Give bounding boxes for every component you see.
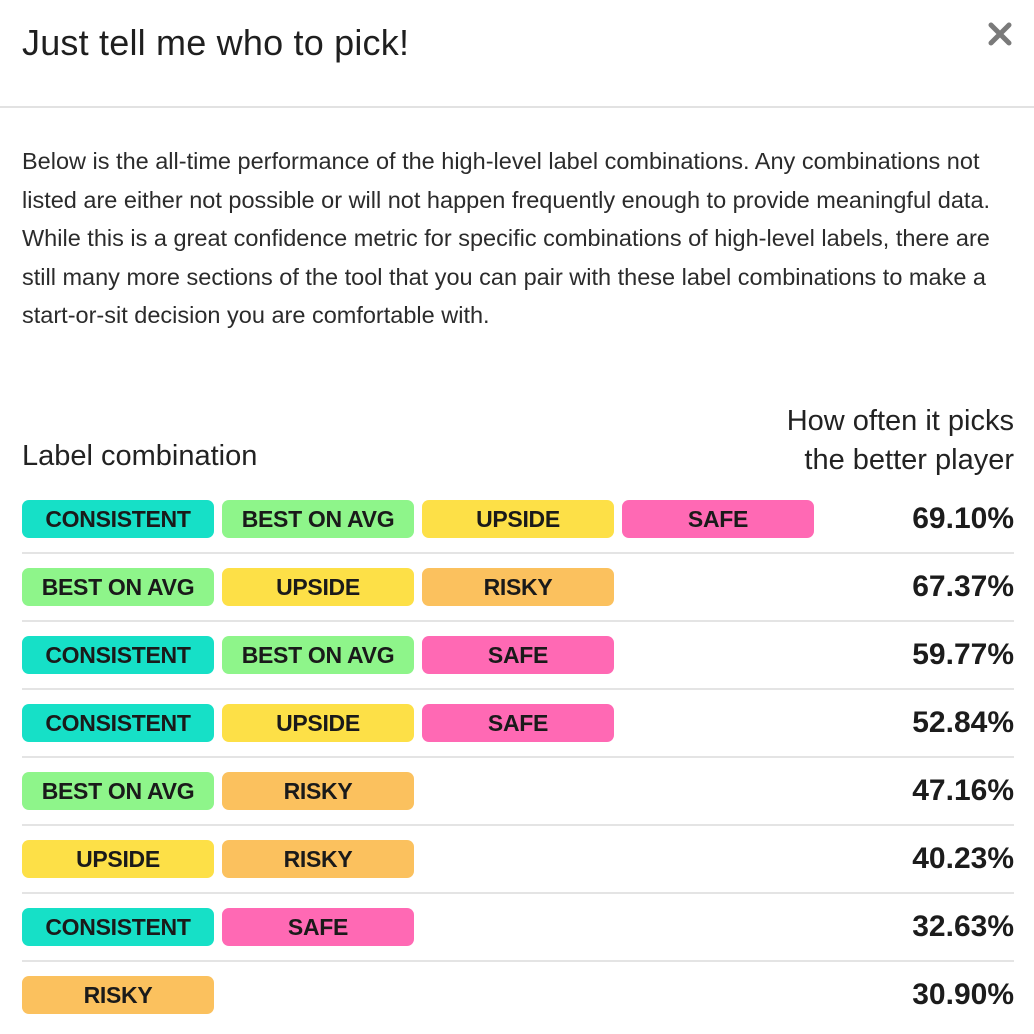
pick-rate-header-line2: the better player [804,444,1014,476]
pick-rate-value: 32.63% [912,910,1014,943]
label-tag-upside: UPSIDE [422,500,614,538]
label-tag-consistent: CONSISTENT [22,908,214,946]
pick-rate-value: 69.10% [912,502,1014,535]
label-tag-risky: RISKY [222,772,414,810]
pick-rate-value: 30.90% [912,978,1014,1011]
row-divider [22,756,1014,758]
modal-header: Just tell me who to pick! [0,0,1034,108]
modal-title: Just tell me who to pick! [22,22,410,63]
pick-rate-value: 59.77% [912,638,1014,671]
row-divider [22,960,1014,962]
label-tag-best-on-avg: BEST ON AVG [222,636,414,674]
table-row: RISKY 30.90% [0,962,1034,1030]
label-tag-upside: UPSIDE [222,568,414,606]
pick-rate-header: How often it picks the better player [694,402,1014,480]
pick-rate-header-line1: How often it picks [786,405,1014,437]
close-icon [988,22,1012,46]
label-tag-safe: SAFE [422,636,614,674]
modal-description: Below is the all-time performance of the… [22,148,991,328]
label-tag-risky: RISKY [422,568,614,606]
label-tag-best-on-avg: BEST ON AVG [22,568,214,606]
pick-rate-value: 40.23% [912,842,1014,875]
label-combination-header: Label combination [22,440,258,472]
row-divider [22,892,1014,894]
pick-rate-value: 52.84% [912,706,1014,739]
label-tag-consistent: CONSISTENT [22,636,214,674]
table-row: UPSIDE RISKY 40.23% [0,826,1034,894]
close-button[interactable] [986,20,1014,48]
table-row: CONSISTENT BEST ON AVG UPSIDE SAFE 69.10% [0,486,1034,554]
label-tag-safe: SAFE [422,704,614,742]
label-tag-upside: UPSIDE [222,704,414,742]
label-tag-risky: RISKY [222,840,414,878]
table-row: BEST ON AVG RISKY 47.16% [0,758,1034,826]
label-tag-consistent: CONSISTENT [22,500,214,538]
pick-rate-value: 67.37% [912,570,1014,603]
row-divider [22,620,1014,622]
label-tag-risky: RISKY [22,976,214,1014]
table-row: CONSISTENT SAFE 32.63% [0,894,1034,962]
row-divider [22,688,1014,690]
row-divider [22,824,1014,826]
label-tag-best-on-avg: BEST ON AVG [22,772,214,810]
row-divider [22,552,1014,554]
label-tag-safe: SAFE [622,500,814,538]
pick-rate-value: 47.16% [912,774,1014,807]
label-tag-upside: UPSIDE [22,840,214,878]
label-tag-best-on-avg: BEST ON AVG [222,500,414,538]
label-tag-safe: SAFE [222,908,414,946]
table-row: CONSISTENT UPSIDE SAFE 52.84% [0,690,1034,758]
table-row: BEST ON AVG UPSIDE RISKY 67.37% [0,554,1034,622]
label-tag-consistent: CONSISTENT [22,704,214,742]
table-row: CONSISTENT BEST ON AVG SAFE 59.77% [0,622,1034,690]
